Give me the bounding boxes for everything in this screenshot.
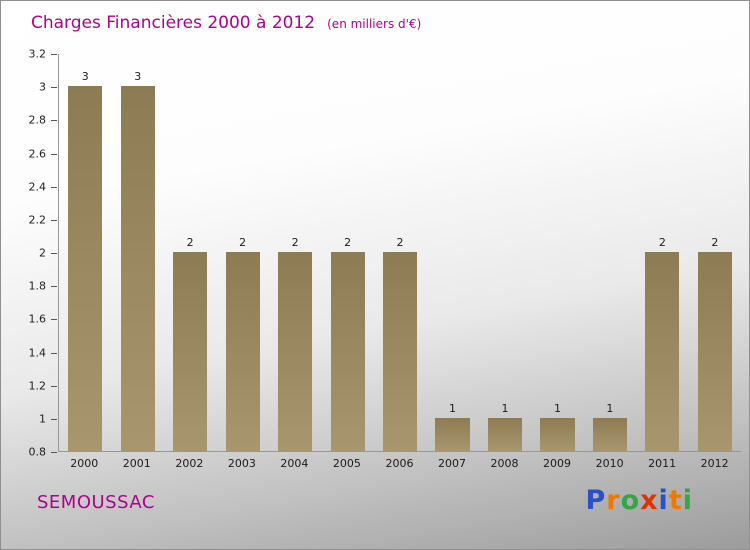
- y-tick-mark: [51, 219, 57, 221]
- bar-value-label: 2: [239, 236, 247, 249]
- y-tick-label: 1.8: [28, 279, 47, 293]
- bar-value-label: 3: [81, 70, 89, 84]
- bar-column: 3: [59, 54, 111, 451]
- bar-value-label: 1: [501, 401, 509, 415]
- brand-letter: o: [620, 485, 641, 516]
- brand-letter: i: [658, 485, 669, 516]
- y-tick-label: 2.2: [28, 213, 47, 227]
- bar: [487, 417, 523, 451]
- x-tick-label: 2001: [122, 457, 151, 470]
- bar-column: 1: [531, 54, 583, 451]
- brand-letter: r: [606, 485, 621, 516]
- x-tick-label: 2005: [332, 457, 361, 470]
- bar-column: 2: [321, 54, 373, 451]
- x-tick-label: 2006: [385, 457, 414, 470]
- bar: [435, 417, 470, 451]
- y-axis: 3.2 3 2.8 2.6 2.4 2.2 2 1.8 1.6 1.4 1.2 1 0.8: [1, 48, 58, 459]
- brand-logo: Proxiti: [585, 485, 693, 516]
- y-tick-mark: [51, 319, 57, 321]
- y-tick-label: 2.4: [28, 180, 47, 194]
- x-tick-label: 2000: [70, 457, 99, 470]
- bar-value-label: 2: [658, 236, 666, 249]
- bar-value-label: 3: [134, 70, 142, 84]
- y-tick-mark: [51, 418, 57, 420]
- bar-value-label: 2: [186, 236, 194, 249]
- bar: [645, 252, 680, 451]
- bar-column: 2: [374, 54, 426, 451]
- bar: [68, 86, 103, 451]
- x-tick-label: 2010: [595, 457, 624, 470]
- bar-column: 2: [216, 54, 268, 451]
- x-tick-label: 2012: [700, 457, 729, 470]
- x-tick-label: 2007: [437, 457, 466, 470]
- x-tick-label: 2008: [490, 457, 519, 470]
- bar-column: 2: [689, 54, 741, 451]
- y-tick-label: 1.2: [28, 379, 47, 393]
- bar-column: 2: [269, 54, 321, 451]
- company-name: SEMOUSSAC: [37, 492, 155, 513]
- bar-value-label: 1: [606, 401, 614, 415]
- bar: [120, 86, 155, 451]
- y-tick-mark: [51, 87, 57, 89]
- y-tick-label: 2: [39, 246, 46, 260]
- y-tick-label: 2.8: [28, 113, 47, 127]
- bar: [592, 417, 627, 451]
- brand-letter: t: [668, 485, 683, 516]
- bar: [330, 252, 365, 451]
- y-tick-mark: [51, 253, 57, 254]
- y-tick-mark: [51, 385, 57, 387]
- bar-column: 1: [584, 54, 636, 451]
- bar: [225, 252, 260, 451]
- bar-column: 2: [164, 54, 216, 451]
- bar-value-label: 2: [396, 236, 404, 249]
- brand-letter: i: [682, 485, 693, 516]
- y-tick-label: 3: [39, 80, 46, 94]
- bar-value-label: 2: [711, 236, 719, 249]
- x-axis: 2000 2001 2002 2003 2004 2005 2006 2007 2008 2009…: [58, 457, 741, 470]
- brand-letter: P: [585, 485, 607, 516]
- y-tick-label: 1: [39, 412, 46, 426]
- y-tick-mark: [51, 120, 57, 122]
- bar: [540, 417, 575, 451]
- y-tick-label: 0.8: [28, 445, 47, 459]
- brand-letter: x: [640, 485, 659, 516]
- chart-title: Charges Financières 2000 à 2012 (en milli…: [31, 13, 421, 33]
- bar-column: 1: [426, 54, 478, 451]
- chart-subtitle: (en milliers d'€): [327, 17, 422, 31]
- x-tick-label: 2011: [648, 457, 677, 470]
- y-tick-label: 1.6: [28, 312, 47, 326]
- bar-value-label: 2: [291, 236, 299, 249]
- bar-value-label: 2: [344, 236, 352, 249]
- y-tick-mark: [51, 452, 57, 453]
- chart-title-text: Charges Financières 2000 à 2012: [31, 13, 316, 33]
- x-tick-label: 2004: [280, 457, 309, 470]
- bar: [697, 252, 732, 451]
- plot-area: 3 3 2 2 2 2 2 1 1 1 1 2 2: [58, 54, 741, 452]
- y-tick-mark: [51, 153, 57, 155]
- bar: [383, 252, 418, 451]
- bar-value-label: 1: [449, 401, 457, 415]
- x-tick-label: 2009: [543, 457, 572, 470]
- bar: [278, 252, 313, 451]
- bar-column: 1: [479, 54, 531, 451]
- y-tick-label: 1.4: [28, 346, 47, 359]
- x-tick-label: 2002: [175, 457, 204, 470]
- bars: 3 3 2 2 2 2 2 1 1 1 1 2 2: [59, 54, 741, 451]
- y-tick-mark: [51, 54, 57, 55]
- y-tick-label: 2.6: [28, 147, 47, 160]
- bar-value-label: 1: [553, 401, 561, 415]
- y-tick-mark: [51, 186, 57, 188]
- bar: [173, 252, 208, 451]
- bar-column: 2: [636, 54, 688, 451]
- y-tick-mark: [51, 352, 57, 354]
- x-tick-label: 2003: [227, 457, 256, 470]
- y-tick-mark: [51, 286, 57, 288]
- bar-column: 3: [111, 54, 163, 451]
- y-tick-label: 3.2: [28, 47, 47, 61]
